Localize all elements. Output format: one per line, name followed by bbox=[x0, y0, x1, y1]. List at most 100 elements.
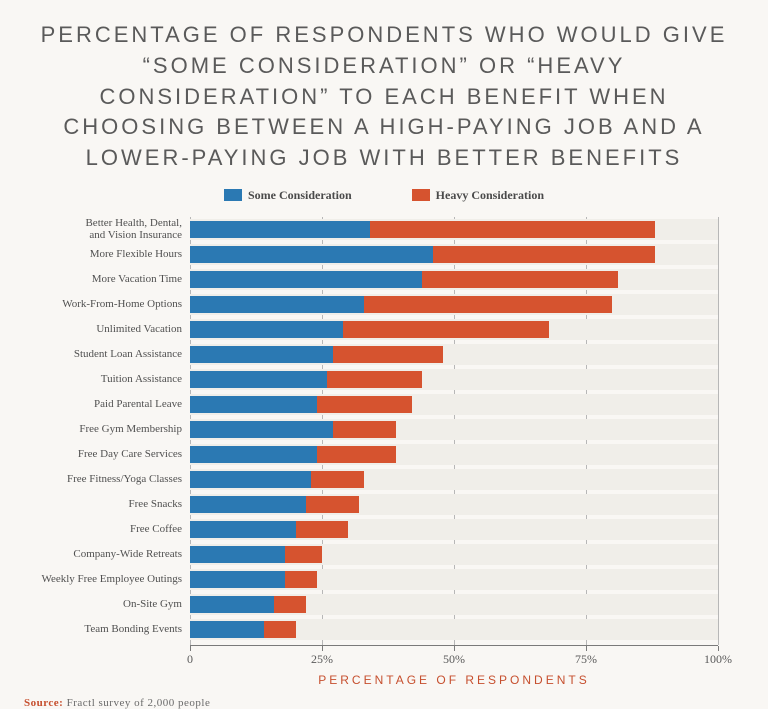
bar bbox=[190, 546, 718, 563]
bar-segment-some bbox=[190, 521, 296, 538]
row-label: Better Health, Dental,and Vision Insuran… bbox=[20, 217, 190, 241]
row-label: Free Gym Membership bbox=[20, 423, 190, 435]
bar-segment-some bbox=[190, 246, 433, 263]
bar bbox=[190, 621, 718, 638]
bar-segment-some bbox=[190, 421, 333, 438]
bar-segment-heavy bbox=[433, 246, 655, 263]
bar-segment-heavy bbox=[327, 371, 422, 388]
bar bbox=[190, 396, 718, 413]
row-label: Weekly Free Employee Outings bbox=[20, 573, 190, 585]
x-tick: 50% bbox=[443, 646, 465, 667]
bar bbox=[190, 221, 718, 238]
chart-row: Free Coffee bbox=[190, 517, 718, 542]
legend: Some Consideration Heavy Consideration bbox=[20, 188, 748, 203]
bar-segment-heavy bbox=[285, 546, 322, 563]
bar bbox=[190, 321, 718, 338]
bar bbox=[190, 521, 718, 538]
row-label: Tuition Assistance bbox=[20, 373, 190, 385]
bar bbox=[190, 421, 718, 438]
gridline bbox=[718, 217, 719, 645]
row-label: Unlimited Vacation bbox=[20, 323, 190, 335]
bar-segment-some bbox=[190, 446, 317, 463]
bar-segment-some bbox=[190, 571, 285, 588]
legend-swatch-heavy bbox=[412, 189, 430, 201]
chart-row: Free Gym Membership bbox=[190, 417, 718, 442]
row-label: Free Coffee bbox=[20, 523, 190, 535]
bar-segment-some bbox=[190, 296, 364, 313]
chart-row: Tuition Assistance bbox=[190, 367, 718, 392]
row-label: Free Snacks bbox=[20, 498, 190, 510]
row-label: More Flexible Hours bbox=[20, 248, 190, 260]
chart-row: On-Site Gym bbox=[190, 592, 718, 617]
x-axis-label: PERCENTAGE OF RESPONDENTS bbox=[190, 673, 718, 687]
bar bbox=[190, 496, 718, 513]
bar-segment-some bbox=[190, 346, 333, 363]
chart-rows: Better Health, Dental,and Vision Insuran… bbox=[190, 217, 718, 642]
source-line: Source: Fractl survey of 2,000 people bbox=[20, 687, 748, 709]
bar-segment-heavy bbox=[333, 346, 444, 363]
bar-segment-some bbox=[190, 321, 343, 338]
chart-row: Free Snacks bbox=[190, 492, 718, 517]
bar-segment-heavy bbox=[274, 596, 306, 613]
row-label: Work-From-Home Options bbox=[20, 298, 190, 310]
bar-segment-some bbox=[190, 546, 285, 563]
bar bbox=[190, 596, 718, 613]
bar bbox=[190, 296, 718, 313]
row-label: Free Day Care Services bbox=[20, 448, 190, 460]
bar-segment-heavy bbox=[317, 446, 396, 463]
bar bbox=[190, 571, 718, 588]
bar-segment-heavy bbox=[317, 396, 412, 413]
x-tick: 75% bbox=[575, 646, 597, 667]
bar bbox=[190, 346, 718, 363]
chart-row: Weekly Free Employee Outings bbox=[190, 567, 718, 592]
chart-row: Better Health, Dental,and Vision Insuran… bbox=[190, 217, 718, 242]
chart-row: More Vacation Time bbox=[190, 267, 718, 292]
x-axis: 025%50%75%100% bbox=[190, 645, 718, 675]
legend-label-heavy: Heavy Consideration bbox=[436, 188, 544, 203]
chart-row: Company-Wide Retreats bbox=[190, 542, 718, 567]
source-text: Fractl survey of 2,000 people bbox=[63, 697, 210, 709]
bar-segment-some bbox=[190, 221, 370, 238]
x-tick: 0 bbox=[187, 646, 193, 667]
bar bbox=[190, 271, 718, 288]
chart-row: Free Fitness/Yoga Classes bbox=[190, 467, 718, 492]
bar-segment-heavy bbox=[364, 296, 612, 313]
bar-segment-heavy bbox=[333, 421, 396, 438]
legend-swatch-some bbox=[224, 189, 242, 201]
row-label: More Vacation Time bbox=[20, 273, 190, 285]
chart-row: Free Day Care Services bbox=[190, 442, 718, 467]
bar-segment-some bbox=[190, 596, 274, 613]
x-tick: 25% bbox=[311, 646, 333, 667]
x-tick: 100% bbox=[704, 646, 732, 667]
chart-row: Paid Parental Leave bbox=[190, 392, 718, 417]
chart-row: Team Bonding Events bbox=[190, 617, 718, 642]
row-label: Paid Parental Leave bbox=[20, 398, 190, 410]
bar-segment-heavy bbox=[343, 321, 549, 338]
row-label: Company-Wide Retreats bbox=[20, 548, 190, 560]
legend-item-heavy: Heavy Consideration bbox=[412, 188, 544, 203]
bar-segment-some bbox=[190, 271, 422, 288]
bar-segment-some bbox=[190, 621, 264, 638]
bar-segment-some bbox=[190, 496, 306, 513]
bar-segment-heavy bbox=[285, 571, 317, 588]
source-label: Source: bbox=[24, 697, 63, 709]
chart-row: Work-From-Home Options bbox=[190, 292, 718, 317]
chart-row: Student Loan Assistance bbox=[190, 342, 718, 367]
legend-label-some: Some Consideration bbox=[248, 188, 352, 203]
bar-segment-some bbox=[190, 396, 317, 413]
bar bbox=[190, 246, 718, 263]
bar bbox=[190, 371, 718, 388]
bar-segment-heavy bbox=[422, 271, 617, 288]
chart-row: More Flexible Hours bbox=[190, 242, 718, 267]
chart-row: Unlimited Vacation bbox=[190, 317, 718, 342]
bar-segment-heavy bbox=[296, 521, 349, 538]
bar-segment-some bbox=[190, 471, 311, 488]
row-label: Student Loan Assistance bbox=[20, 348, 190, 360]
bar-segment-some bbox=[190, 371, 327, 388]
row-label: Free Fitness/Yoga Classes bbox=[20, 473, 190, 485]
bar bbox=[190, 471, 718, 488]
bar bbox=[190, 446, 718, 463]
bar-segment-heavy bbox=[370, 221, 655, 238]
bar-chart: Better Health, Dental,and Vision Insuran… bbox=[190, 217, 718, 645]
bar-segment-heavy bbox=[306, 496, 359, 513]
